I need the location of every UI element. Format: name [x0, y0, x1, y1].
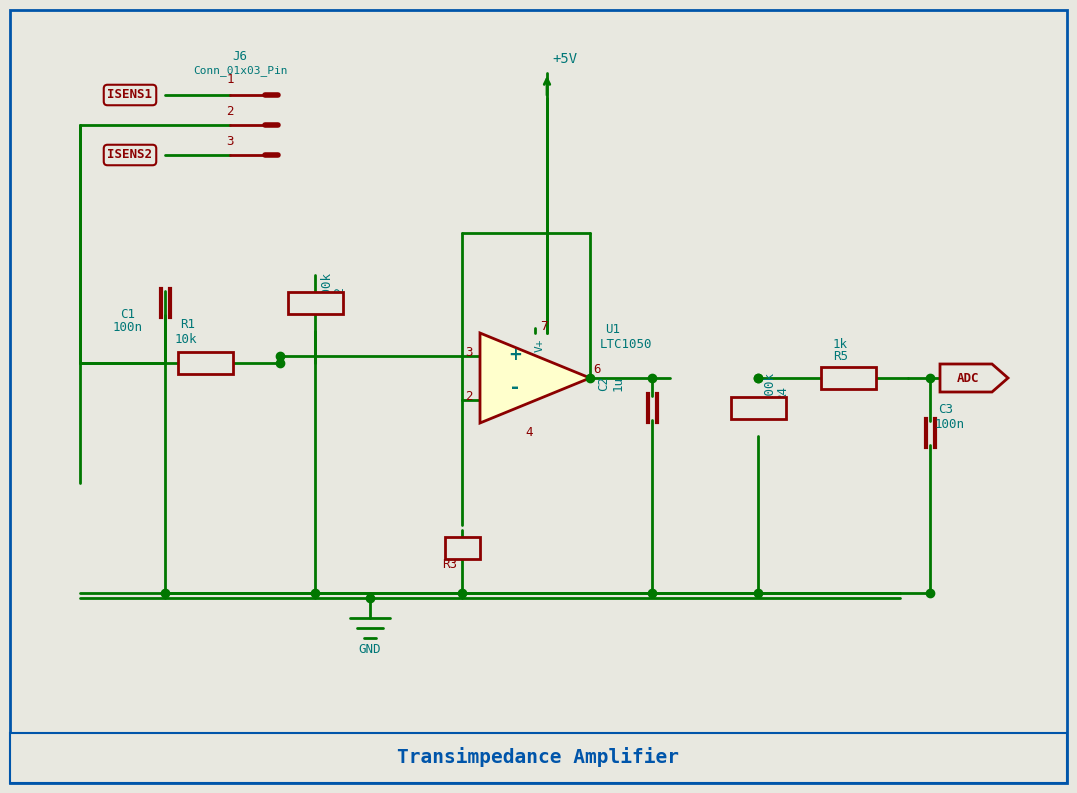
Text: ADC: ADC — [956, 371, 979, 385]
Text: R5: R5 — [833, 350, 848, 363]
Text: 100n: 100n — [113, 321, 143, 334]
Text: 100k: 100k — [763, 371, 777, 401]
Text: R3: R3 — [442, 558, 457, 571]
Text: ISENS1: ISENS1 — [108, 89, 153, 102]
Text: V+: V+ — [535, 339, 545, 352]
Bar — [178, 352, 233, 374]
Text: -: - — [510, 378, 519, 397]
Text: 1k: 1k — [833, 338, 848, 351]
Bar — [821, 367, 876, 389]
Bar — [730, 397, 785, 419]
Bar — [445, 537, 479, 559]
Text: GND: GND — [359, 643, 381, 656]
Text: 4: 4 — [524, 426, 532, 439]
Bar — [10, 733, 1067, 783]
Text: +: + — [508, 346, 522, 364]
Text: C1: C1 — [120, 308, 135, 321]
Text: Transimpedance Amplifier: Transimpedance Amplifier — [397, 747, 679, 767]
Text: U1: U1 — [605, 323, 620, 336]
Text: R4: R4 — [777, 386, 789, 401]
Text: 3: 3 — [465, 346, 473, 359]
Text: LTC1050: LTC1050 — [600, 338, 653, 351]
Text: 2: 2 — [465, 390, 473, 403]
Text: +5V: +5V — [553, 52, 577, 66]
Text: 100k: 100k — [320, 271, 333, 301]
Text: 10k: 10k — [174, 333, 197, 346]
Bar — [288, 292, 342, 314]
FancyBboxPatch shape — [10, 10, 1067, 783]
Text: R2: R2 — [333, 286, 346, 301]
Text: J6: J6 — [233, 50, 248, 63]
Text: R1: R1 — [180, 318, 195, 331]
Text: 1: 1 — [226, 73, 234, 86]
Text: 2: 2 — [226, 105, 234, 118]
Polygon shape — [940, 364, 1008, 392]
Text: Conn_01x03_Pin: Conn_01x03_Pin — [193, 65, 288, 76]
Text: 100n: 100n — [935, 418, 965, 431]
Text: 3: 3 — [226, 135, 234, 148]
Text: C2: C2 — [597, 376, 610, 391]
Text: ISENS2: ISENS2 — [108, 148, 153, 162]
Text: 6: 6 — [593, 363, 601, 376]
Text: 7: 7 — [540, 320, 547, 333]
Text: C3: C3 — [938, 403, 953, 416]
Text: 1u: 1u — [612, 376, 625, 391]
Polygon shape — [480, 333, 590, 423]
